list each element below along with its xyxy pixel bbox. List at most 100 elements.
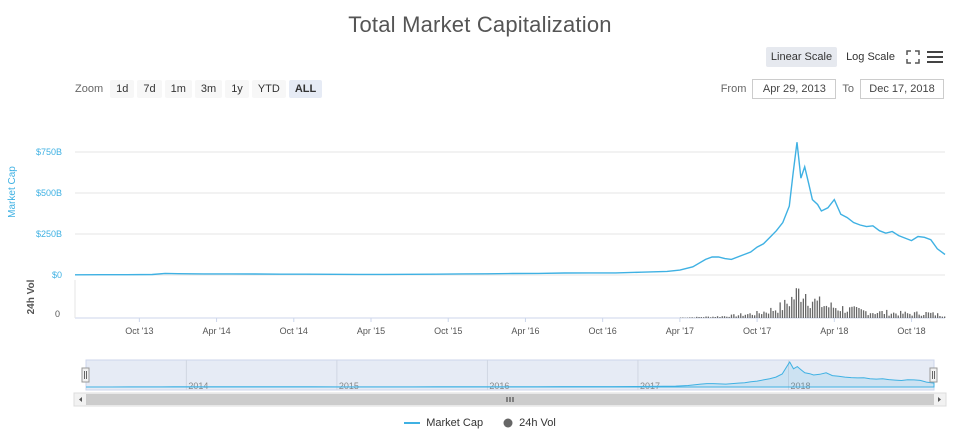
navigator[interactable]: 20142015201620172018 xyxy=(81,359,938,391)
volume-bar xyxy=(900,310,902,318)
volume-bar xyxy=(740,313,742,318)
volume-bar xyxy=(944,316,946,318)
volume-bar xyxy=(925,312,927,318)
volume-bar xyxy=(890,313,892,318)
volume-bar xyxy=(879,311,881,318)
volume-bar xyxy=(902,313,904,318)
volume-bar xyxy=(721,316,723,318)
volume-bar xyxy=(726,316,728,318)
volume-bar xyxy=(930,312,932,318)
volume-bar xyxy=(742,315,744,318)
market-cap-axis-label: Market Cap xyxy=(7,166,18,218)
volume-bar xyxy=(716,316,719,318)
volume-bar xyxy=(754,315,756,318)
volume-bar xyxy=(881,311,883,318)
zoom-3m-button[interactable]: 3m xyxy=(194,80,223,98)
volume-bar xyxy=(800,301,802,318)
volume-bar xyxy=(689,317,691,318)
menu-icon[interactable] xyxy=(926,48,944,66)
volume-bar xyxy=(710,317,712,318)
volume-bar xyxy=(728,316,730,318)
volume-bar xyxy=(751,314,753,318)
volume-bar xyxy=(777,312,779,318)
x-tick-label: Oct '15 xyxy=(434,326,462,336)
navigator-scrollbar[interactable] xyxy=(73,392,947,407)
volume-bar xyxy=(747,314,749,318)
volume-bar xyxy=(939,316,941,318)
volume-bar xyxy=(779,302,781,318)
volume-bar xyxy=(849,307,851,318)
scale-toggle: Linear Scale Log Scale xyxy=(765,47,944,67)
volume-bar xyxy=(853,306,855,318)
zoom-7d-button[interactable]: 7d xyxy=(137,80,162,98)
scroll-left-arrow-icon[interactable] xyxy=(79,397,82,402)
legend-item-market-cap[interactable]: Market Cap xyxy=(404,417,483,429)
legend-label-market-cap: Market Cap xyxy=(426,417,484,429)
volume-bar xyxy=(761,314,763,318)
volume-bar xyxy=(818,296,821,318)
navigator-year-label: 2016 xyxy=(489,381,509,391)
volume-bar xyxy=(920,315,923,318)
volume-bar xyxy=(781,310,784,318)
volume-bar xyxy=(927,312,930,318)
navigator-right-handle[interactable] xyxy=(929,367,938,383)
navigator-series xyxy=(86,361,935,388)
y-tick-label: $750B xyxy=(36,147,62,157)
zoom-1m-button[interactable]: 1m xyxy=(164,80,192,98)
volume-bar xyxy=(828,307,830,318)
volume-bar xyxy=(835,308,837,318)
date-range: From Apr 29, 2013 To Dec 17, 2018 xyxy=(721,79,944,99)
navigator-left-handle[interactable] xyxy=(81,367,90,383)
volume-bar xyxy=(832,307,835,318)
volume-bar xyxy=(874,314,876,318)
volume-bar xyxy=(869,313,872,318)
volume-bar xyxy=(765,312,767,318)
legend-item-24h-vol[interactable]: 24h Vol xyxy=(503,417,556,429)
volume-bar xyxy=(749,313,751,318)
zoom-1d-button[interactable]: 1d xyxy=(110,80,135,98)
zoom-label: Zoom xyxy=(75,83,104,95)
log-scale-button[interactable]: Log Scale xyxy=(846,51,895,63)
zoom-1y-button[interactable]: 1y xyxy=(225,80,249,98)
volume-bar xyxy=(906,313,909,318)
volume-bar xyxy=(913,312,916,318)
volume-bar xyxy=(705,316,707,318)
volume-bar xyxy=(904,311,906,318)
volume-bar xyxy=(909,313,911,318)
volume-bar xyxy=(807,305,809,318)
scroll-right-arrow-icon[interactable] xyxy=(938,397,941,402)
volume-bar xyxy=(733,314,735,318)
x-tick-label: Apr '14 xyxy=(202,326,230,336)
volume-bar xyxy=(730,314,733,318)
volume-bar xyxy=(934,315,936,318)
y-tick-label: $250B xyxy=(36,229,62,239)
linear-scale-button[interactable]: Linear Scale xyxy=(765,47,838,67)
volume-bar xyxy=(839,311,841,318)
volume-bar xyxy=(858,308,860,318)
volume-bar xyxy=(703,317,705,318)
volume-bar xyxy=(707,316,709,318)
volume-bar xyxy=(911,315,913,318)
from-date-input[interactable]: Apr 29, 2013 xyxy=(752,79,837,99)
to-date-input[interactable]: Dec 17, 2018 xyxy=(860,79,944,99)
volume-bar xyxy=(918,314,920,318)
volume-bar xyxy=(897,315,899,318)
zoom-ytd-button[interactable]: YTD xyxy=(251,80,286,98)
zoom-all-button[interactable]: ALL xyxy=(288,80,323,98)
volume-bar xyxy=(772,311,774,318)
volume-bar xyxy=(886,309,888,318)
volume-bar xyxy=(937,313,939,318)
x-tick-label: Apr '15 xyxy=(357,326,385,336)
volume-bar xyxy=(786,303,788,318)
volume-axis-label: 24h Vol xyxy=(26,279,37,314)
fullscreen-icon[interactable] xyxy=(904,48,922,66)
volume-bar xyxy=(712,316,714,318)
chart-title: Total Market Capitalization xyxy=(348,12,612,37)
volume-bar xyxy=(791,296,793,318)
volume-bar xyxy=(795,288,797,318)
volume-bar xyxy=(756,311,758,318)
volume-bar xyxy=(888,315,890,318)
volume-bar xyxy=(860,309,862,318)
volume-bar xyxy=(802,298,804,318)
volume-bar xyxy=(825,305,828,318)
